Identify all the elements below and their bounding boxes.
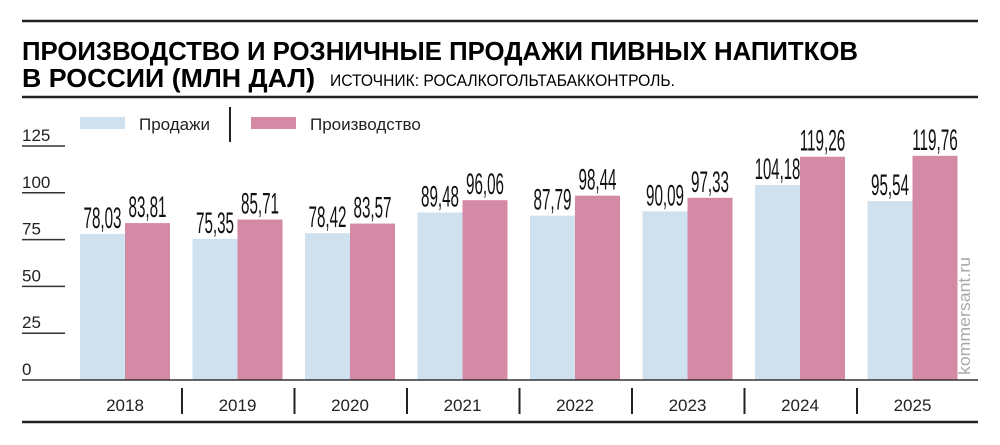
y-tick-label: 100 (22, 173, 50, 192)
y-tick-label: 0 (22, 360, 31, 379)
data-label: 95,54 (871, 169, 909, 202)
bar-sales-2018 (80, 233, 125, 380)
bar-production-2023 (687, 197, 733, 380)
bar-production-2021 (462, 200, 508, 380)
y-tick-label: 50 (22, 266, 41, 285)
legend: Продажи Производство (80, 107, 421, 142)
data-label: 87,79 (534, 184, 572, 217)
bar-production-2018 (125, 223, 170, 380)
data-label: 78,03 (84, 202, 122, 235)
chart-title-line2: В РОССИИ (МЛН ДАЛ) (22, 63, 315, 93)
data-label: 83,57 (354, 192, 392, 225)
data-label: 96,06 (466, 168, 504, 201)
bar-sales-2020 (305, 233, 350, 380)
legend-swatch-production (251, 117, 296, 129)
bar-production-2020 (350, 223, 395, 380)
x-axis: 2018 2019 2020 2021 2022 2023 2024 2025 (106, 388, 931, 415)
x-tick-label: 2025 (894, 396, 932, 415)
y-tick-label: 125 (22, 126, 50, 145)
data-label: 98,44 (579, 164, 617, 197)
data-label: 85,71 (241, 188, 279, 221)
data-label: 75,35 (196, 207, 234, 240)
data-label: 97,33 (691, 166, 729, 199)
y-axis: 0 25 50 75 100 125 (22, 126, 65, 379)
bar-production-2019 (237, 219, 283, 380)
legend-label-sales: Продажи (139, 115, 210, 134)
data-label: 90,09 (646, 179, 684, 212)
data-label: 89,48 (421, 180, 459, 213)
data-label: 104,18 (755, 153, 801, 186)
y-tick-label: 25 (22, 313, 41, 332)
watermark: kommersant.ru (955, 257, 974, 375)
x-tick-label: 2018 (106, 396, 144, 415)
legend-swatch-sales (80, 117, 125, 129)
bar-sales-2019 (192, 238, 238, 380)
data-label: 119,26 (800, 125, 846, 158)
legend-label-production: Производство (310, 115, 421, 134)
bar-sales-2022 (530, 215, 575, 380)
bar-production-2022 (575, 195, 620, 380)
x-tick-label: 2020 (331, 396, 369, 415)
data-label: 119,76 (912, 124, 958, 157)
bar-production-2024 (800, 156, 845, 380)
x-tick-label: 2021 (444, 396, 482, 415)
data-label: 78,42 (309, 201, 347, 234)
x-tick-label: 2019 (219, 396, 257, 415)
chart-title: ПРОИЗВОДСТВО И РОЗНИЧНЫЕ ПРОДАЖИ ПИВНЫХ … (22, 36, 858, 66)
data-label: 83,81 (129, 191, 167, 224)
bar-sales-2025 (867, 201, 913, 380)
x-tick-label: 2023 (669, 396, 707, 415)
bar-production-2025 (912, 155, 958, 380)
y-tick-label: 75 (22, 220, 41, 239)
bar-sales-2024 (755, 184, 800, 380)
bar-sales-2021 (417, 212, 463, 380)
x-tick-label: 2024 (781, 396, 819, 415)
x-tick-label: 2022 (556, 396, 594, 415)
chart-source: ИСТОЧНИК: РОСАЛКОГОЛЬТАБАККОНТРОЛЬ. (330, 71, 675, 90)
bar-sales-2023 (642, 211, 688, 380)
